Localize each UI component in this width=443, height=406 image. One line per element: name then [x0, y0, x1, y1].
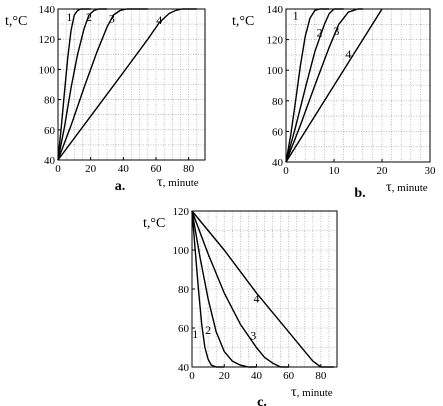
panel-caption-b: b.	[354, 186, 365, 201]
curve-4	[191, 210, 334, 368]
y-tick-label: 100	[39, 64, 56, 76]
curve-4	[57, 8, 197, 161]
x-tick-label: 80	[315, 370, 327, 382]
y-tick-label: 140	[39, 4, 56, 16]
curve-3	[57, 8, 148, 161]
x-tick-label: 20	[85, 163, 97, 175]
y-tick-label: 60	[178, 323, 190, 335]
x-tick-label: 0	[283, 165, 289, 177]
curve-label-2: 2	[205, 323, 211, 337]
chart-panel-c: 0 20 40 60 80 40 60 80 100 120 1 2 3 4 t,°C τ, minute c.	[143, 206, 338, 406]
x-tick-label: 40	[251, 370, 263, 382]
y-tick-label: 40	[178, 362, 190, 374]
y-tick-label: 120	[267, 35, 284, 47]
curve-label-4: 4	[345, 47, 351, 61]
x-tick-label: 20	[219, 370, 231, 382]
x-axis-label: τ, minute	[157, 175, 199, 190]
y-tick-label: 60	[272, 126, 284, 138]
x-tick-label: 10	[329, 165, 341, 177]
curve-label-1: 1	[293, 9, 299, 23]
y-axis-label: t,°C	[232, 14, 254, 29]
curve-label-1: 1	[192, 327, 198, 341]
curve-1	[57, 8, 91, 161]
y-tick-label: 100	[173, 245, 190, 257]
curve-label-2: 2	[86, 10, 92, 24]
panel-caption-c: c.	[257, 395, 267, 406]
y-tick-label: 60	[44, 125, 56, 137]
x-tick-label: 60	[151, 163, 163, 175]
curve-2	[57, 8, 107, 161]
y-tick-label: 120	[173, 206, 190, 218]
chart-panel-a: 0 20 40 60 80 40 60 80 100 120 140 1 2 3 4 t,°C τ, minut…	[5, 4, 206, 194]
curve-label-4: 4	[253, 292, 259, 306]
chart-panel-b: 0 10 20 30 40 60 80 100 120 140 1 2 34 t,°C τ, minute b…	[232, 4, 436, 201]
curve-label-3: 3	[250, 329, 256, 343]
plot-frame	[285, 8, 431, 163]
curve-4	[285, 8, 383, 163]
curve-1	[285, 8, 330, 163]
curve-label-1: 1	[66, 10, 72, 24]
curve-label-3: 3	[333, 24, 339, 38]
y-tick-label: 40	[44, 155, 56, 167]
y-tick-label: 40	[272, 157, 284, 169]
y-tick-label: 140	[267, 4, 284, 16]
curve-3	[191, 210, 289, 368]
curve-label-4: 4	[156, 13, 162, 27]
curve-label-2: 2	[317, 26, 323, 40]
x-tick-label: 40	[118, 163, 130, 175]
x-tick-label: 20	[377, 165, 389, 177]
x-tick-label: 80	[183, 163, 195, 175]
panel-caption-a: a.	[115, 179, 126, 194]
y-tick-label: 80	[272, 96, 284, 108]
y-axis-label: t,°C	[5, 14, 27, 29]
x-tick-label: 0	[189, 370, 195, 382]
y-tick-label: 80	[178, 284, 190, 296]
curve-2	[285, 8, 344, 163]
curve-3	[285, 8, 363, 163]
x-axis-label: τ, minute	[291, 385, 333, 400]
curve-label-3: 3	[109, 12, 115, 26]
curve-2	[191, 210, 257, 368]
x-axis-label: τ, minute	[386, 180, 428, 195]
x-tick-label: 30	[425, 165, 437, 177]
y-tick-label: 120	[39, 34, 56, 46]
y-tick-label: 100	[267, 65, 284, 77]
x-tick-label: 60	[283, 370, 295, 382]
curve-1	[191, 210, 225, 368]
y-axis-label: t,°C	[143, 216, 165, 231]
y-tick-label: 80	[44, 95, 56, 107]
x-tick-label: 0	[55, 163, 61, 175]
